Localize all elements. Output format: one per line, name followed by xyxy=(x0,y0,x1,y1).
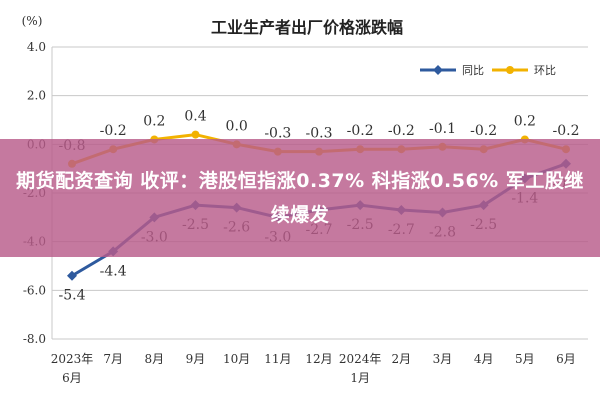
x-axis-ticks: 2023年 6月 7月 8月 9月 10月 11月 12月 2024年 1月 2月 3月 4月 5月 6月 xyxy=(51,352,576,385)
x-tick-label: 6月 xyxy=(556,352,576,366)
x-tick-label: 7月 xyxy=(103,352,123,366)
data-label: 0.2 xyxy=(514,113,536,129)
data-point xyxy=(191,130,200,139)
chart-title: 工业生产者出厂价格涨跌幅 xyxy=(211,18,403,37)
legend-marker xyxy=(506,66,514,74)
headline-text: 期货配资查询 收评：港股恒指涨0.37% 科指涨0.56% 军工股继续爆发 xyxy=(16,170,584,226)
data-label: -4.4 xyxy=(100,263,127,279)
legend-label: 环比 xyxy=(534,64,556,77)
x-tick-label: 6月 xyxy=(62,371,82,385)
legend-marker xyxy=(433,65,443,75)
x-tick-label: 2月 xyxy=(392,352,412,366)
x-tick-label: 11月 xyxy=(264,352,291,366)
x-tick-label: 4月 xyxy=(474,352,494,366)
y-tick-label: 2.0 xyxy=(27,89,46,103)
y-tick-label: 4.0 xyxy=(27,40,46,54)
y-unit-label: (%) xyxy=(22,14,43,28)
data-label: -0.2 xyxy=(347,123,374,139)
data-label: -0.3 xyxy=(306,126,333,142)
data-label: -0.2 xyxy=(553,123,580,139)
y-tick-label: -6.0 xyxy=(23,283,46,297)
x-tick-label: 8月 xyxy=(145,352,165,366)
x-tick-label: 12月 xyxy=(305,352,332,366)
x-tick-label: 3月 xyxy=(433,352,453,366)
data-label: -0.3 xyxy=(264,126,291,142)
data-label: -0.1 xyxy=(429,121,456,137)
x-tick-label: 2024年 xyxy=(339,352,382,366)
data-label: -0.2 xyxy=(100,123,127,139)
legend-label: 同比 xyxy=(462,64,484,77)
data-label: 0.0 xyxy=(226,118,248,134)
data-point xyxy=(67,270,77,281)
x-tick-label: 10月 xyxy=(223,352,250,366)
headline-banner: 期货配资查询 收评：港股恒指涨0.37% 科指涨0.56% 军工股继续爆发 xyxy=(0,139,600,257)
data-label: -5.4 xyxy=(59,288,86,304)
data-label: -0.2 xyxy=(388,123,415,139)
legend: 同比 环比 xyxy=(420,64,556,77)
x-tick-label: 9月 xyxy=(186,352,206,366)
y-tick-label: -8.0 xyxy=(23,332,46,346)
x-tick-label: 5月 xyxy=(515,352,535,366)
data-label: -0.2 xyxy=(470,123,497,139)
x-tick-label: 2023年 xyxy=(51,352,94,366)
x-tick-label: 1月 xyxy=(350,371,370,385)
data-label: 0.2 xyxy=(143,113,165,129)
data-label: 0.4 xyxy=(184,109,206,125)
